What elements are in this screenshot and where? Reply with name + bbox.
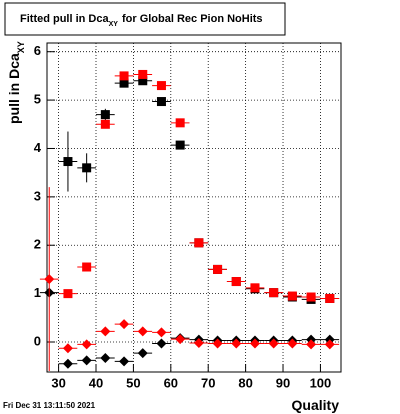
y-tick-label: 3 (34, 188, 41, 203)
square-marker (63, 157, 73, 167)
square-marker (231, 277, 241, 287)
x-tick-label: 100 (310, 375, 332, 390)
diamond-marker (306, 339, 317, 350)
diamond-marker (175, 334, 186, 345)
square-marker (213, 264, 223, 274)
diamond-marker (62, 343, 73, 354)
diamond-marker (100, 326, 111, 337)
y-tick-label: 6 (34, 43, 41, 58)
x-tick-label: 80 (238, 375, 252, 390)
diamond-marker (268, 338, 279, 349)
x-tick-label: 50 (126, 375, 140, 390)
diamond-marker (156, 338, 167, 349)
x-axis-label: Quality (292, 397, 340, 413)
square-marker (100, 110, 110, 120)
square-marker (250, 283, 260, 293)
diamond-marker (119, 356, 130, 367)
square-marker (269, 288, 279, 298)
diamond-marker (137, 326, 148, 337)
square-marker (156, 97, 166, 107)
diamond-marker (81, 355, 92, 366)
x-tick-label: 70 (201, 375, 215, 390)
diamond-marker (324, 339, 335, 350)
diamond-marker (287, 338, 298, 349)
square-marker (82, 163, 92, 173)
y-tick-label: 2 (34, 237, 41, 252)
x-tick-label: 60 (164, 375, 178, 390)
square-marker (82, 262, 92, 272)
diamond-marker (100, 352, 111, 363)
square-marker (119, 71, 129, 81)
title-rest: for Global Rec Pion NoHits (122, 13, 263, 25)
x-tick-label: 90 (276, 375, 290, 390)
square-marker (175, 140, 185, 150)
y-label-main: pull in Dca (6, 53, 22, 124)
square-marker (287, 291, 297, 301)
y-label-subscript: XY (16, 41, 26, 53)
square-marker (194, 238, 204, 248)
diamond-marker (44, 274, 55, 285)
square-marker (138, 69, 148, 79)
title-main: Fitted pull in Dca (20, 13, 109, 25)
y-tick-label: 0 (34, 333, 41, 348)
x-tick-label: 40 (89, 375, 103, 390)
y-axis-label: pull in DcaXY (6, 41, 26, 124)
square-marker (156, 81, 166, 91)
diamond-marker (62, 358, 73, 369)
square-marker (325, 293, 335, 303)
footer-date: Fri Dec 31 13:11:50 2021 (3, 401, 96, 410)
y-tick-label: 1 (34, 285, 41, 300)
diamond-marker (81, 339, 92, 350)
x-tick-label: 30 (51, 375, 65, 390)
square-marker (175, 118, 185, 128)
square-marker (306, 292, 316, 302)
diamond-marker (119, 319, 130, 330)
diamond-marker (212, 338, 223, 349)
y-tick-label: 4 (34, 140, 42, 155)
square-marker (63, 289, 73, 299)
title-box (4, 2, 286, 36)
diamond-marker (137, 348, 148, 359)
diamond-marker (156, 327, 167, 338)
chart-title: Fitted pull in DcaXY for Global Rec Pion … (20, 13, 263, 28)
square-marker (100, 119, 110, 129)
plot-frame (46, 42, 342, 373)
diamond-marker (249, 338, 260, 349)
square-marker (138, 76, 148, 86)
square-marker (119, 78, 129, 88)
y-tick-label: 5 (34, 92, 41, 107)
diamond-marker (193, 337, 204, 348)
title-subscript: XY (109, 21, 119, 28)
diamond-marker (231, 338, 242, 349)
